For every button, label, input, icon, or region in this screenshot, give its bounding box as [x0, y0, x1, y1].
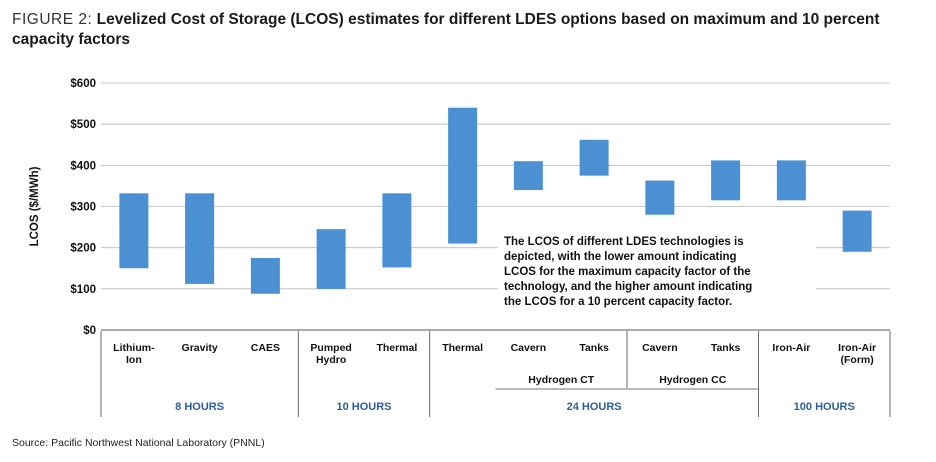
y-tick-label: $200	[70, 243, 96, 255]
y-tick-label: $100	[70, 284, 96, 296]
subgroup-label: Hydrogen CC	[659, 374, 727, 386]
annotation-box	[498, 233, 816, 317]
group-label: 10 HOURS	[336, 401, 391, 413]
annotation-text: the LCOS for a 10 percent capacity facto…	[504, 296, 732, 308]
annotation-text: technology, and the higher amount indica…	[504, 281, 752, 293]
annotation-text: LCOS for the maximum capacity factor of …	[504, 266, 751, 278]
subgroup-label: Hydrogen CT	[528, 374, 595, 386]
lcos-range-bar	[711, 160, 741, 201]
y-tick-label: $300	[70, 202, 96, 214]
figure-title: FIGURE 2: Levelized Cost of Storage (LCO…	[12, 10, 912, 50]
group-label: 24 HOURS	[567, 401, 622, 413]
x-category-label: CAES	[251, 342, 280, 354]
x-category-label: Thermal	[376, 342, 417, 354]
lcos-chart: $0 $100 $200 $300 $400 $500 $600 LCOS ($/MWh) Li…	[29, 78, 891, 417]
lcos-range-bar	[579, 139, 609, 176]
y-tick-label: $500	[70, 119, 96, 131]
lcos-range-bar	[119, 193, 149, 269]
x-category-label: Gravity	[182, 342, 218, 354]
lcos-range-bar	[250, 257, 280, 294]
lcos-range-bar	[776, 160, 806, 201]
y-tick-label: $0	[83, 325, 96, 337]
y-tick-label: $600	[70, 78, 96, 90]
figure-label: FIGURE 2:	[12, 11, 93, 28]
lcos-range-bar	[513, 161, 543, 191]
annotation-text: The LCOS of different LDES technologies …	[504, 236, 744, 248]
source-note: Source: Pacific Northwest National Labor…	[12, 437, 265, 449]
lcos-range-bar	[645, 180, 675, 215]
lcos-range-bar	[842, 210, 872, 252]
x-category-label: Ion	[126, 354, 142, 366]
x-category-label: Lithium-	[113, 342, 155, 354]
lcos-range-bar	[185, 193, 215, 284]
x-category-label: Cavern	[642, 342, 678, 354]
x-category-label: Thermal	[442, 342, 483, 354]
x-category-label: Iron-Air	[838, 342, 876, 354]
x-category-label: (Form)	[841, 354, 874, 366]
x-category-label: Cavern	[511, 342, 547, 354]
x-category-label: Tanks	[711, 342, 741, 354]
group-label: 100 HOURS	[794, 401, 855, 413]
x-category-label: Tanks	[579, 342, 609, 354]
group-label: 8 HOURS	[175, 401, 224, 413]
x-category-label: Hydro	[316, 354, 346, 366]
lcos-range-bar	[382, 193, 412, 268]
y-axis-label: LCOS ($/MWh)	[29, 166, 41, 246]
lcos-range-bar	[448, 107, 478, 244]
y-tick-label: $400	[70, 160, 96, 172]
figure-title-text: Levelized Cost of Storage (LCOS) estimat…	[12, 11, 880, 48]
x-category-label: Pumped	[310, 342, 351, 354]
annotation-text: depicted, with the lower amount indicati…	[504, 251, 737, 263]
x-category-label: Iron-Air	[772, 342, 810, 354]
lcos-range-bar	[316, 229, 346, 289]
